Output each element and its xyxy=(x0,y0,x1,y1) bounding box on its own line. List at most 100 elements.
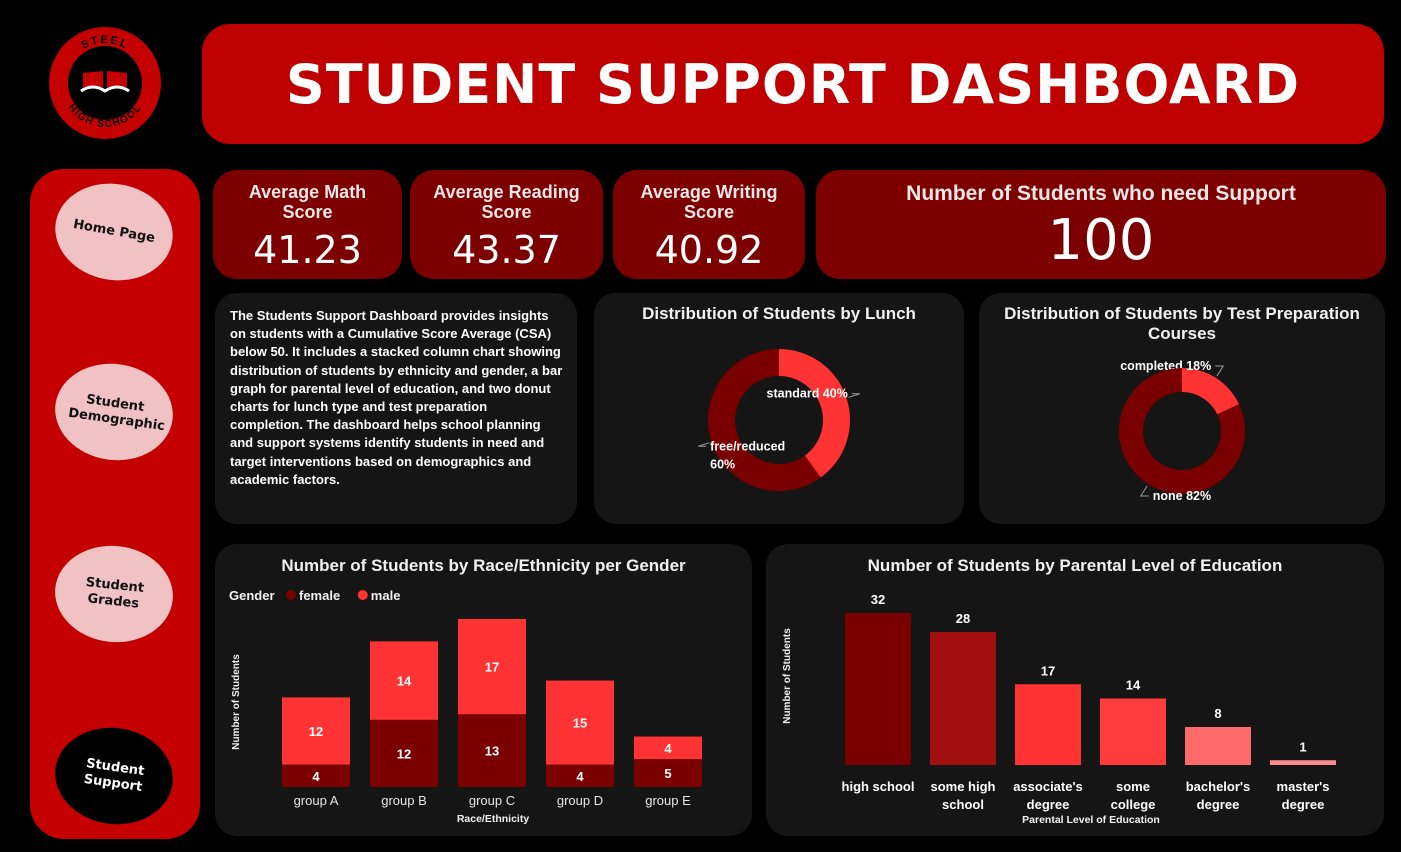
x-tick-label: master's degree xyxy=(1277,779,1330,812)
leader-line xyxy=(698,442,710,447)
kpi-label: Average Reading Score xyxy=(433,182,580,222)
bar-value-label: 4 xyxy=(576,769,584,784)
leader-line xyxy=(1139,485,1149,497)
chart-title: Distribution of Students by Test Prepara… xyxy=(1004,304,1360,343)
leader-line xyxy=(848,393,860,398)
parental-bar-chart: Number of Students Parental Level of Educ… xyxy=(782,592,1336,826)
bar-female-group-A xyxy=(282,764,350,787)
bar-male-group-C xyxy=(458,619,526,715)
bar-male-group-B xyxy=(370,641,438,720)
chart-title: Number of Students by Parental Level of … xyxy=(867,556,1283,575)
nav-home-page-button[interactable]: Home Page xyxy=(47,174,181,290)
x-tick-label: group C xyxy=(469,793,515,808)
legend-swatch-female xyxy=(286,590,296,600)
x-tick-label: group A xyxy=(294,793,339,808)
bar-bachelor-s-degree xyxy=(1185,727,1251,765)
y-axis-label: Number of Students xyxy=(782,628,793,724)
nav-label: Student Support xyxy=(82,756,146,795)
nav-student-grades-button[interactable]: Student Grades xyxy=(50,540,178,648)
sidebar: Home Page Student Demographic Student Gr… xyxy=(30,169,200,839)
x-tick-label: associate's degree xyxy=(1013,779,1083,812)
x-tick-label: some college xyxy=(1111,779,1156,812)
testprep-donut-chart: completed 18% none 82% xyxy=(1119,359,1245,503)
donut-label: completed 18% xyxy=(1120,359,1211,373)
x-tick-label: high school xyxy=(842,779,915,794)
bar-female-group-D xyxy=(546,764,614,787)
lunch-donut-chart: standard 40% free/reduced 60% xyxy=(698,349,860,491)
kpi-value: 40.92 xyxy=(654,228,764,272)
testprep-chart-panel: Distribution of Students by Test Prepara… xyxy=(979,293,1385,524)
bar-value-label: 4 xyxy=(664,741,672,756)
donut-slice-standard xyxy=(779,349,850,478)
x-axis-label: Parental Level of Education xyxy=(1022,814,1160,826)
bar-value-label: 14 xyxy=(1126,678,1141,693)
legend-label-male: male xyxy=(371,588,401,603)
bar-female-group-C xyxy=(458,714,526,787)
bar-value-label: 28 xyxy=(956,611,970,626)
kpi-label: Number of Students who need Support xyxy=(906,182,1296,205)
bar-value-label: 32 xyxy=(871,592,885,607)
header-banner: STUDENT SUPPORT DASHBOARD xyxy=(202,24,1384,144)
bar-male-group-D xyxy=(546,680,614,765)
nav-label: Student Grades xyxy=(85,575,145,612)
bar-female-group-B xyxy=(370,719,438,787)
bar-value-label: 8 xyxy=(1214,706,1221,721)
description-panel: The Students Support Dashboard provides … xyxy=(215,293,577,524)
x-tick-label: some high school xyxy=(930,779,995,812)
bar-value-label: 12 xyxy=(309,724,323,739)
donut-label: standard 40% xyxy=(767,387,848,401)
kpi-average-writing-score: Average Writing Score 40.92 xyxy=(613,170,805,279)
donut-label: none 82% xyxy=(1153,489,1211,503)
y-axis-label: Number of Students xyxy=(231,654,242,750)
x-tick-label: group D xyxy=(557,793,603,808)
leader-line xyxy=(1215,365,1225,377)
bar-value-label: 17 xyxy=(485,660,499,675)
lunch-chart-panel: Distribution of Students by Lunch standa… xyxy=(594,293,964,524)
bar-female-group-E xyxy=(634,759,702,787)
chart-title: Number of Students by Race/Ethnicity per… xyxy=(281,556,686,575)
bar-master-s-degree xyxy=(1270,760,1336,765)
donut-slice-completed xyxy=(1182,368,1240,415)
x-tick-label: group E xyxy=(645,793,691,808)
nav-student-demographic-button[interactable]: Student Demographic xyxy=(48,356,180,468)
bar-some-college xyxy=(1100,698,1166,765)
logo-top-text: STEEL xyxy=(79,34,130,52)
bar-value-label: 13 xyxy=(485,744,499,759)
kpi-value: 41.23 xyxy=(253,228,362,272)
bar-value-label: 5 xyxy=(664,766,671,781)
legend-swatch-male xyxy=(357,590,368,600)
donut-slice-none xyxy=(1119,368,1245,494)
nav-student-support-button[interactable]: Student Support xyxy=(48,720,180,832)
x-tick-label: group B xyxy=(381,793,427,808)
kpi-label: Average Writing Score xyxy=(640,182,778,222)
bar-value-label: 12 xyxy=(397,746,411,761)
book-icon xyxy=(80,71,130,93)
donut-slice-free-reduced xyxy=(708,349,821,491)
bar-value-label: 17 xyxy=(1041,663,1055,678)
nav-label: Student Demographic xyxy=(67,392,166,435)
kpi-value: 43.37 xyxy=(452,228,561,272)
bar-male-group-E xyxy=(634,736,702,759)
bar-high-school xyxy=(845,613,911,765)
school-logo: STEEL HIGH SCHOOL xyxy=(49,27,161,139)
bar-associate-s-degree xyxy=(1015,684,1081,765)
bar-value-label: 15 xyxy=(573,716,587,731)
parental-chart-panel: Number of Students by Parental Level of … xyxy=(766,544,1384,836)
kpi-average-reading-score: Average Reading Score 43.37 xyxy=(410,170,603,279)
bar-value-label: 1 xyxy=(1299,739,1306,754)
kpi-value: 100 xyxy=(1047,208,1155,273)
donut-label: free/reduced 60% xyxy=(710,439,785,471)
race-stacked-bar-chart: Gender female male Number of Students Race/E… xyxy=(229,588,702,825)
description-text: The Students Support Dashboard provides … xyxy=(230,308,563,487)
nav-label: Home Page xyxy=(72,216,157,247)
kpi-average-math-score: Average Math Score 41.23 xyxy=(213,170,402,279)
chart-title: Distribution of Students by Lunch xyxy=(642,304,916,323)
kpi-students-need-support: Number of Students who need Support 100 xyxy=(816,170,1386,279)
bar-male-group-A xyxy=(282,697,350,765)
kpi-label: Average Math Score xyxy=(248,182,367,222)
bar-value-label: 4 xyxy=(312,769,320,784)
legend-title: Gender xyxy=(229,588,275,603)
race-chart-panel: Number of Students by Race/Ethnicity per… xyxy=(215,544,752,836)
bar-value-label: 14 xyxy=(397,674,412,689)
page-title: STUDENT SUPPORT DASHBOARD xyxy=(285,52,1301,116)
